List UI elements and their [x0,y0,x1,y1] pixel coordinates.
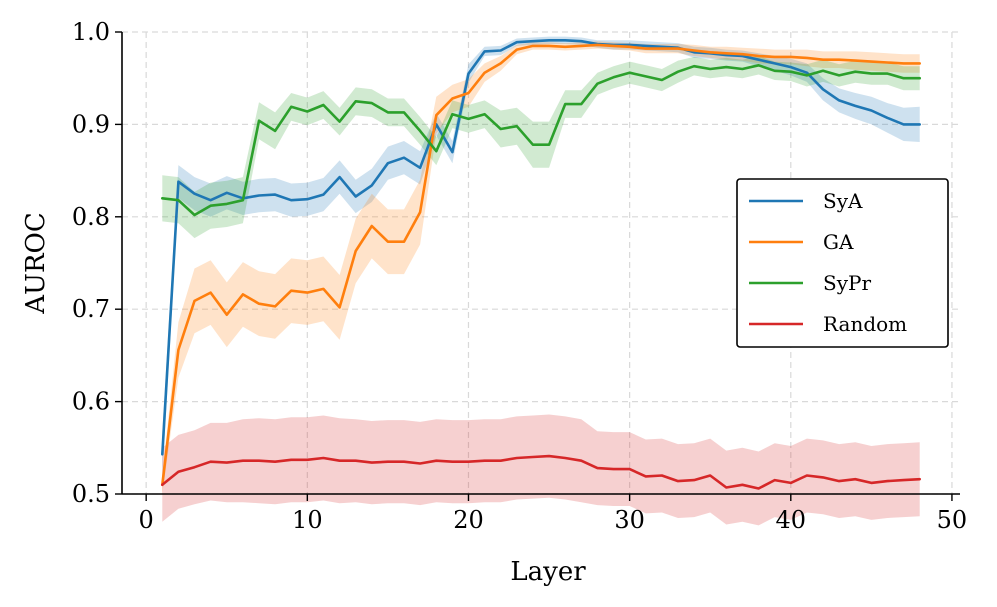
random-confidence-band [162,414,920,526]
axes [121,32,960,495]
series-lines [161,38,922,490]
y-tick-label: 0.9 [72,110,110,138]
random-legend-label: Random [823,312,907,336]
x-tick-label: 30 [614,506,645,534]
legend-frame [736,178,949,348]
legend: SyA GA SyPr Random [736,178,949,348]
sypr-confidence-band [162,56,920,239]
random-series-line [161,454,922,490]
x-tick-label: 0 [139,506,154,534]
y-tick-label: 1.0 [72,18,110,46]
x-tick-label: 20 [453,506,484,534]
confidence-bands [162,36,920,526]
ga-legend-label: GA [823,230,854,254]
x-tick-label: 10 [292,506,323,534]
sya-series-line [161,38,922,456]
y-tick-label: 0.7 [72,295,110,323]
ga-confidence-band [162,41,920,494]
y-tick-label: 0.5 [72,480,110,508]
x-tick-label: 40 [776,506,807,534]
grid [122,31,960,495]
ticks: 0 10 20 30 40 50 0.5 0.6 0.7 0.8 0.9 1.0 [72,18,967,534]
ga-series-line [161,43,922,487]
sypr-series-line [161,64,922,217]
sya-legend-label: SyA [823,189,863,213]
y-tick-label: 0.8 [72,203,110,231]
x-axis-title: Layer [510,557,586,587]
x-tick-label: 50 [937,506,968,534]
sypr-legend-label: SyPr [823,271,871,295]
y-axis-title: AUROC [21,212,51,314]
y-tick-label: 0.6 [72,388,110,416]
